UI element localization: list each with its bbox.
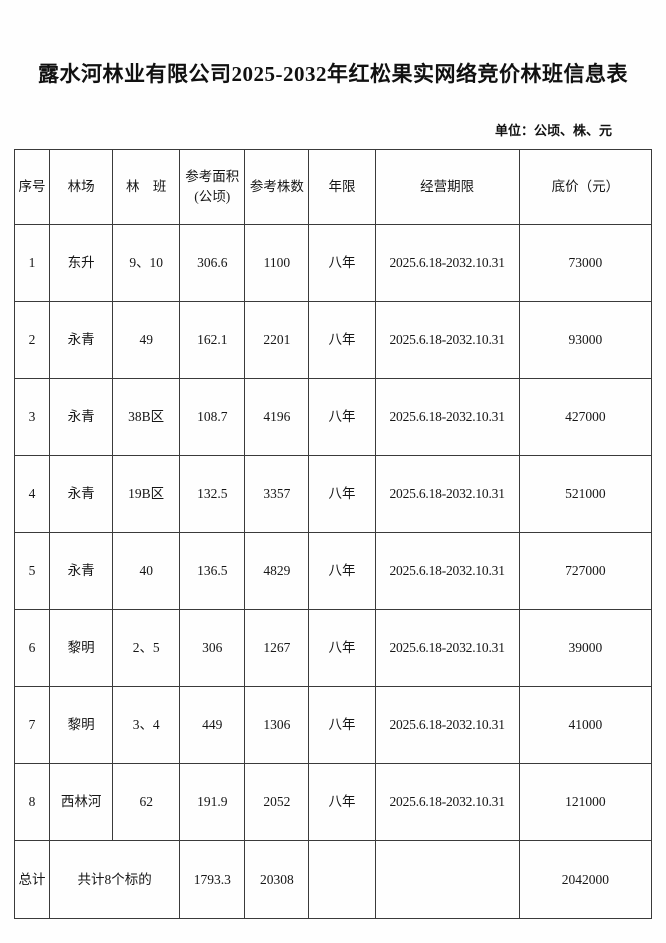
total-summary: 共计8个标的 [49,840,181,919]
header-cell-count: 参考株数 [244,149,310,225]
cell-period: 2025.6.18-2032.10.31 [374,686,520,764]
cell-area: 449 [179,686,246,764]
cell-class: 40 [112,532,181,610]
forest-info-table: 序号 林场 林 班 参考面积(公顷) 参考株数 年限 经营期限 底价（元） 1 … [13,149,653,919]
cell-farm: 永青 [49,532,114,610]
total-count: 20308 [244,840,310,919]
cell-area: 132.5 [179,455,246,533]
header-cell-seq: 序号 [13,149,51,225]
cell-seq: 2 [13,301,51,379]
cell-count: 4196 [244,378,310,456]
cell-year: 八年 [308,609,376,687]
cell-seq: 7 [13,686,51,764]
cell-period: 2025.6.18-2032.10.31 [374,224,520,302]
cell-area: 306 [179,609,246,687]
cell-year: 八年 [308,224,376,302]
unit-note: 单位：公顷、株、元 [494,123,612,138]
cell-price: 41000 [518,686,653,764]
cell-price: 121000 [518,763,653,841]
cell-period: 2025.6.18-2032.10.31 [374,378,520,456]
total-period [374,840,520,919]
cell-price: 73000 [518,224,653,302]
table-row: 4 永青 19B区 132.5 3357 八年 2025.6.18-2032.1… [13,455,653,533]
cell-year: 八年 [308,378,376,456]
total-label: 总计 [13,840,51,919]
cell-area: 191.9 [179,763,246,841]
total-year [308,840,376,919]
header-cell-class: 林 班 [112,149,181,225]
table-row: 1 东升 9、10 306.6 1100 八年 2025.6.18-2032.1… [13,224,653,302]
cell-year: 八年 [308,455,376,533]
cell-count: 4829 [244,532,310,610]
cell-area: 108.7 [179,378,246,456]
cell-year: 八年 [308,686,376,764]
cell-price: 93000 [518,301,653,379]
cell-price: 39000 [518,609,653,687]
cell-count: 3357 [244,455,310,533]
cell-farm: 黎明 [49,686,114,764]
cell-seq: 1 [13,224,51,302]
cell-count: 2201 [244,301,310,379]
cell-class: 62 [112,763,181,841]
cell-count: 1306 [244,686,310,764]
header-cell-farm: 林场 [49,149,114,225]
cell-year: 八年 [308,532,376,610]
cell-price: 727000 [518,532,653,610]
header-cell-price: 底价（元） [518,149,653,225]
table-row: 5 永青 40 136.5 4829 八年 2025.6.18-2032.10.… [13,532,653,610]
cell-period: 2025.6.18-2032.10.31 [374,532,520,610]
total-area: 1793.3 [179,840,246,919]
cell-class: 9、10 [112,224,181,302]
cell-class: 19B区 [112,455,181,533]
cell-farm: 东升 [49,224,114,302]
cell-farm: 永青 [49,455,114,533]
cell-year: 八年 [308,763,376,841]
cell-area: 306.6 [179,224,246,302]
table-row: 6 黎明 2、5 306 1267 八年 2025.6.18-2032.10.3… [13,609,653,687]
table-row: 3 永青 38B区 108.7 4196 八年 2025.6.18-2032.1… [13,378,653,456]
cell-area: 136.5 [179,532,246,610]
cell-year: 八年 [308,301,376,379]
cell-price: 427000 [518,378,653,456]
cell-class: 3、4 [112,686,181,764]
header-cell-year: 年限 [308,149,376,225]
header-cell-period: 经营期限 [374,149,520,225]
cell-seq: 6 [13,609,51,687]
cell-area: 162.1 [179,301,246,379]
cell-seq: 3 [13,378,51,456]
table-row: 7 黎明 3、4 449 1306 八年 2025.6.18-2032.10.3… [13,686,653,764]
cell-class: 2、5 [112,609,181,687]
cell-period: 2025.6.18-2032.10.31 [374,301,520,379]
cell-period: 2025.6.18-2032.10.31 [374,763,520,841]
cell-class: 49 [112,301,181,379]
cell-class: 38B区 [112,378,181,456]
cell-seq: 8 [13,763,51,841]
table-row: 2 永青 49 162.1 2201 八年 2025.6.18-2032.10.… [13,301,653,379]
cell-farm: 西林河 [49,763,114,841]
total-price: 2042000 [518,840,653,919]
cell-count: 2052 [244,763,310,841]
cell-farm: 永青 [49,301,114,379]
table-row: 8 西林河 62 191.9 2052 八年 2025.6.18-2032.10… [13,763,653,841]
cell-count: 1100 [244,224,310,302]
cell-seq: 5 [13,532,51,610]
table-body: 1 东升 9、10 306.6 1100 八年 2025.6.18-2032.1… [13,224,653,841]
header-row: 序号 林场 林 班 参考面积(公顷) 参考株数 年限 经营期限 底价（元） [13,149,653,225]
cell-farm: 永青 [49,378,114,456]
cell-seq: 4 [13,455,51,533]
page-title: 露水河林业有限公司2025-2032年红松果实网络竞价林班信息表 [38,62,628,86]
cell-farm: 黎明 [49,609,114,687]
cell-period: 2025.6.18-2032.10.31 [374,455,520,533]
cell-period: 2025.6.18-2032.10.31 [374,609,520,687]
cell-price: 521000 [518,455,653,533]
total-row: 总计 共计8个标的 1793.3 20308 2042000 [13,840,653,919]
header-cell-area: 参考面积(公顷) [179,149,246,225]
cell-count: 1267 [244,609,310,687]
